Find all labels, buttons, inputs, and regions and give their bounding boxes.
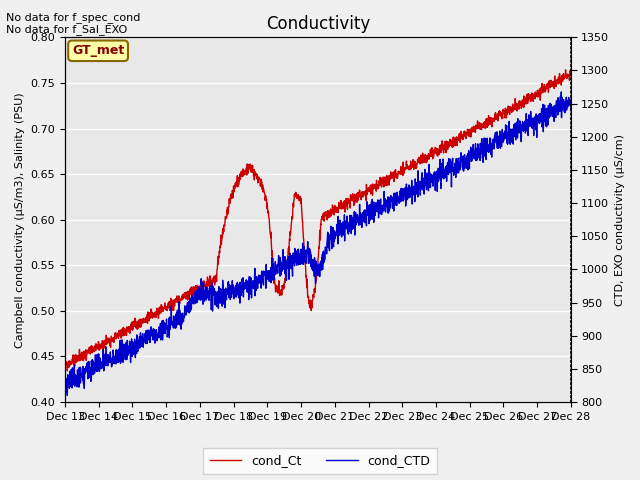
cond_CTD [87, 373, 95, 379]
cond_Ct [562, 67, 570, 73]
Line: cond_Ct: cond_Ct [65, 70, 571, 371]
cond_Ct [294, 194, 301, 200]
cond_CTD [552, 105, 560, 110]
cond_CTD [307, 257, 315, 263]
cond_Ct [307, 308, 315, 313]
Y-axis label: CTD, EXO conductivity (μS/cm): CTD, EXO conductivity (μS/cm) [615, 134, 625, 306]
cond_Ct [567, 70, 575, 75]
cond_CTD [557, 89, 565, 95]
cond_CTD [460, 168, 467, 174]
cond_Ct [552, 77, 560, 83]
cond_Ct [552, 78, 560, 84]
cond_CTD [61, 373, 69, 379]
cond_Ct [61, 363, 69, 369]
cond_Ct [87, 343, 95, 349]
cond_CTD [552, 98, 560, 104]
Text: No data for f_spec_cond: No data for f_spec_cond [6, 12, 141, 23]
cond_Ct [460, 133, 467, 139]
Text: GT_met: GT_met [72, 44, 124, 57]
cond_Ct [63, 368, 71, 373]
Text: No data for f_Sal_EXO: No data for f_Sal_EXO [6, 24, 127, 35]
Title: Conductivity: Conductivity [266, 15, 370, 33]
Line: cond_CTD: cond_CTD [65, 92, 571, 396]
cond_CTD [567, 108, 575, 113]
cond_CTD [294, 247, 301, 252]
Y-axis label: Campbell conductivity (μS/m3), Salinity (PSU): Campbell conductivity (μS/m3), Salinity … [15, 92, 25, 348]
Legend: cond_Ct, cond_CTD: cond_Ct, cond_CTD [204, 448, 436, 474]
cond_CTD [63, 393, 71, 398]
